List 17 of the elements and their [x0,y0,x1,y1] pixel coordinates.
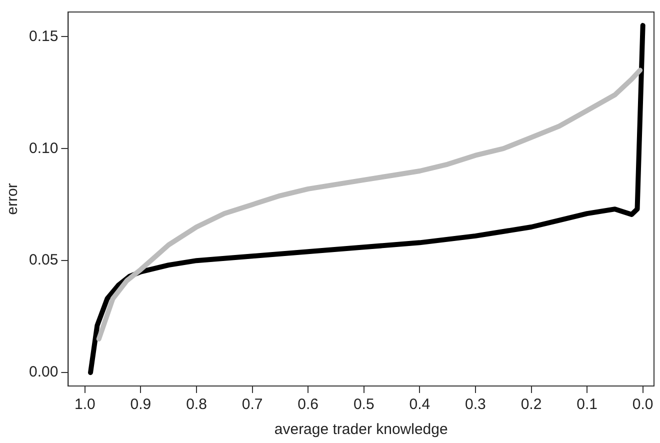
x-tick-label: 1.0 [74,396,96,414]
y-axis-title: error [4,183,22,215]
x-tick-label: 0.1 [576,396,598,414]
x-tick-label: 0.9 [130,396,152,414]
x-tick-label: 0.3 [465,396,486,414]
y-tick-label: 0.15 [28,28,58,45]
x-tick-label: 0.2 [520,396,542,414]
y-tick-label: 0.10 [28,140,58,157]
y-tick-label: 0.00 [28,364,58,381]
x-tick-label: 0.4 [409,396,430,414]
x-tick-label: 0.5 [353,396,374,414]
x-tick-label: 0.0 [632,396,654,414]
x-tick-label: 0.6 [298,396,319,414]
x-axis-title: average trader knowledge [274,421,448,438]
y-tick-label: 0.05 [28,252,58,269]
x-tick-label: 0.7 [242,396,263,414]
x-tick-label: 0.8 [186,396,207,414]
